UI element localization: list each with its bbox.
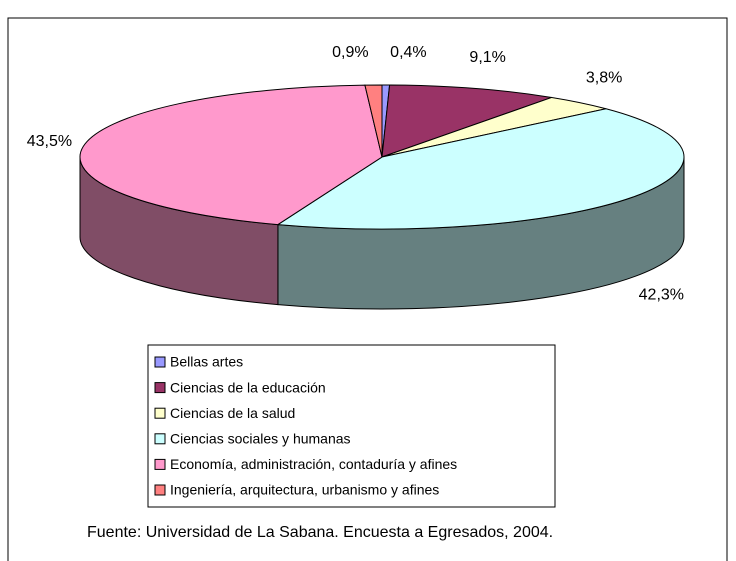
pie-labels: 0,4% 9,1% 3,8% 42,3% 43,5% 0,9% [27, 44, 684, 304]
legend-label: Ciencias sociales y humanas [170, 431, 351, 447]
pie-slice [381, 84, 552, 158]
data-label: 3,8% [586, 69, 622, 86]
legend-label: Ingeniería, arquitectura, urbanismo y af… [170, 482, 439, 498]
legend-box [147, 344, 556, 508]
legend-label: Bellas artes [170, 354, 243, 370]
chart-border [7, 17, 728, 561]
data-label: 9,1% [469, 49, 505, 66]
legend-swatch [154, 484, 166, 496]
legend: Bellas artes Ciencias de la educación Cien… [154, 354, 457, 498]
pie-slice [276, 108, 685, 230]
data-label: 0,4% [390, 44, 426, 61]
legend-label: Economía, administración, contaduría y a… [170, 456, 457, 472]
legend-swatch [154, 356, 166, 368]
data-label: 0,9% [332, 44, 368, 61]
pie-tops [79, 84, 685, 230]
data-label: 42,3% [639, 287, 684, 304]
pie-slice [79, 84, 383, 226]
data-label: 43,5% [27, 133, 72, 150]
legend-swatch [154, 458, 166, 470]
legend-swatch [154, 382, 166, 394]
legend-swatch [154, 433, 166, 445]
pie-slice [364, 84, 383, 158]
source-note: Fuente: Universidad de La Sabana. Encues… [87, 524, 553, 541]
legend-label: Ciencias de la educación [170, 379, 326, 395]
legend-swatch [154, 407, 166, 419]
legend-label: Ciencias de la salud [170, 405, 295, 421]
